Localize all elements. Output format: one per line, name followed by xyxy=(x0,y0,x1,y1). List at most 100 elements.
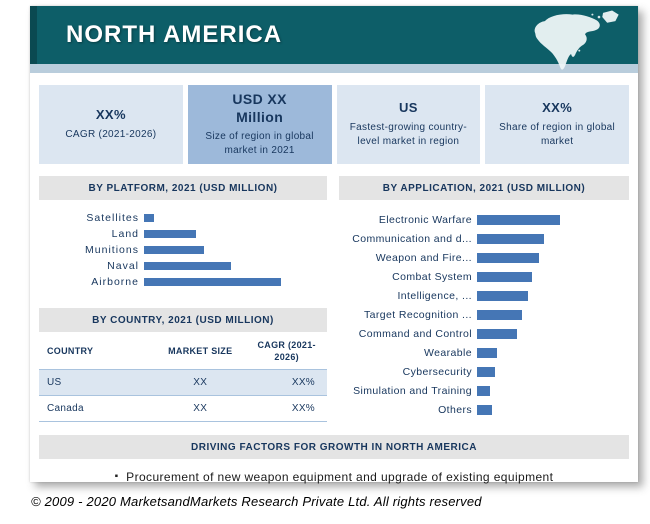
application-bar-chart: Electronic Warfare Communication and d...… xyxy=(339,200,629,425)
platform-section-header: BY PLATFORM, 2021 (USD MILLION) xyxy=(39,176,327,200)
chart-category-label: Munitions xyxy=(85,244,139,256)
cell-market-size: XX xyxy=(193,403,208,415)
report-card: NORTH AMERICA XX% CAGR (2021-2026) USD X… xyxy=(30,6,638,484)
stat-label: Fastest-growing country-level market in … xyxy=(349,121,467,147)
cell-country: US xyxy=(47,377,62,389)
chart-category-label: Airborne xyxy=(91,276,139,288)
chart-track xyxy=(144,262,327,270)
content-columns: BY PLATFORM, 2021 (USD MILLION) Satellit… xyxy=(39,176,629,425)
chart-category-label: Others xyxy=(438,403,472,416)
chart-category-label: Weapon and Fire... xyxy=(375,251,472,264)
cell-country: Canada xyxy=(47,403,84,415)
chart-row: Wearable xyxy=(339,343,629,362)
chart-row: Others xyxy=(339,400,629,419)
chart-row: Intelligence, ... xyxy=(339,286,629,305)
page-title: NORTH AMERICA xyxy=(66,21,283,48)
right-column: BY APPLICATION, 2021 (USD MILLION) Elect… xyxy=(339,176,629,425)
chart-bar xyxy=(477,233,544,244)
chart-row: Combat System xyxy=(339,267,629,286)
chart-category-label: Combat System xyxy=(392,270,472,283)
chart-row: Cybersecurity xyxy=(339,362,629,381)
chart-bar xyxy=(477,385,490,396)
bullet-icon: ▪ xyxy=(114,471,119,482)
chart-bar xyxy=(477,328,517,339)
stat-label: Size of region in global market in 2021 xyxy=(205,131,314,156)
chart-category-label: Target Recognition ... xyxy=(363,308,472,321)
chart-row: Satellites xyxy=(39,210,327,226)
chart-track xyxy=(477,366,629,377)
stat-fastest-country: US Fastest-growing country-level market … xyxy=(336,85,481,164)
chart-category-label: Simulation and Training xyxy=(353,384,472,397)
driving-factors-header: DRIVING FACTORS FOR GROWTH IN NORTH AMER… xyxy=(39,435,629,459)
country-section-header: BY COUNTRY, 2021 (USD MILLION) xyxy=(39,308,327,332)
stat-value: XX% xyxy=(542,100,573,116)
chart-track xyxy=(477,271,629,282)
chart-row: Munitions xyxy=(39,242,327,258)
left-column: BY PLATFORM, 2021 (USD MILLION) Satellit… xyxy=(39,176,327,425)
region-header: NORTH AMERICA xyxy=(30,6,638,70)
chart-row: Target Recognition ... xyxy=(339,305,629,324)
chart-category-label: Cybersecurity xyxy=(402,365,472,378)
column-header-country: COUNTRY xyxy=(47,345,94,356)
chart-bar xyxy=(144,214,154,222)
chart-row: Naval xyxy=(39,258,327,274)
chart-track xyxy=(477,328,629,339)
chart-bar xyxy=(477,290,528,301)
chart-bar xyxy=(144,262,231,270)
chart-track xyxy=(144,230,327,238)
chart-row: Electronic Warfare xyxy=(339,210,629,229)
table-header-row: COUNTRY MARKET SIZE CAGR (2021-2026) xyxy=(39,334,327,370)
driving-factor-item: ▪ Procurement of new weapon equipment an… xyxy=(30,470,638,484)
country-table: COUNTRY MARKET SIZE CAGR (2021-2026) US … xyxy=(39,334,327,422)
chart-track xyxy=(144,246,327,254)
chart-bar xyxy=(477,252,539,263)
chart-track xyxy=(144,214,327,222)
chart-category-label: Satellites xyxy=(86,212,139,224)
application-section-header: BY APPLICATION, 2021 (USD MILLION) xyxy=(339,176,629,200)
chart-row: Land xyxy=(39,226,327,242)
chart-track xyxy=(477,404,629,415)
header-accent-band xyxy=(30,64,638,73)
chart-row: Simulation and Training xyxy=(339,381,629,400)
chart-bar xyxy=(477,214,560,225)
chart-track xyxy=(477,233,629,244)
column-header-market-size: MARKET SIZE xyxy=(168,345,233,356)
copyright-footer: © 2009 - 2020 MarketsandMarkets Research… xyxy=(31,494,482,509)
platform-bar-chart: Satellites Land Munitions Naval Airborne xyxy=(39,200,327,296)
chart-bar xyxy=(477,271,532,282)
chart-category-label: Naval xyxy=(107,260,139,272)
chart-row: Airborne xyxy=(39,274,327,290)
cell-market-size: XX xyxy=(193,377,208,389)
chart-row: Command and Control xyxy=(339,324,629,343)
stat-market-size: USD XX Million Size of region in global … xyxy=(187,85,332,164)
chart-category-label: Electronic Warfare xyxy=(378,213,472,226)
column-header-cagr: CAGR (2021-2026) xyxy=(257,340,316,362)
chart-bar xyxy=(144,230,196,238)
chart-category-label: Wearable xyxy=(424,346,472,359)
chart-row: Weapon and Fire... xyxy=(339,248,629,267)
stat-label: Share of region in global market xyxy=(499,121,616,147)
chart-category-label: Intelligence, ... xyxy=(397,289,472,302)
stat-value: USD XX Million xyxy=(232,91,287,125)
stat-value: US xyxy=(398,100,418,116)
chart-bar xyxy=(477,404,492,415)
chart-bar xyxy=(144,246,204,254)
stat-value: XX% xyxy=(95,107,126,123)
chart-track xyxy=(477,290,629,301)
stat-region-share: XX% Share of region in global market xyxy=(485,85,629,164)
chart-track xyxy=(477,309,629,320)
stat-cagr: XX% CAGR (2021-2026) xyxy=(39,85,183,164)
cell-cagr: XX% xyxy=(291,403,315,415)
chart-category-label: Command and Control xyxy=(358,327,472,340)
stat-label: CAGR (2021-2026) xyxy=(65,128,157,140)
table-row-canada: Canada XX XX% xyxy=(39,396,327,422)
chart-track xyxy=(477,385,629,396)
chart-track xyxy=(477,347,629,358)
stats-row: XX% CAGR (2021-2026) USD XX Million Size… xyxy=(39,85,629,164)
chart-bar xyxy=(477,366,495,377)
chart-bar xyxy=(477,309,522,320)
chart-track xyxy=(144,278,327,286)
chart-category-label: Land xyxy=(111,228,139,240)
chart-track xyxy=(477,214,629,225)
north-america-map-icon xyxy=(534,10,619,70)
